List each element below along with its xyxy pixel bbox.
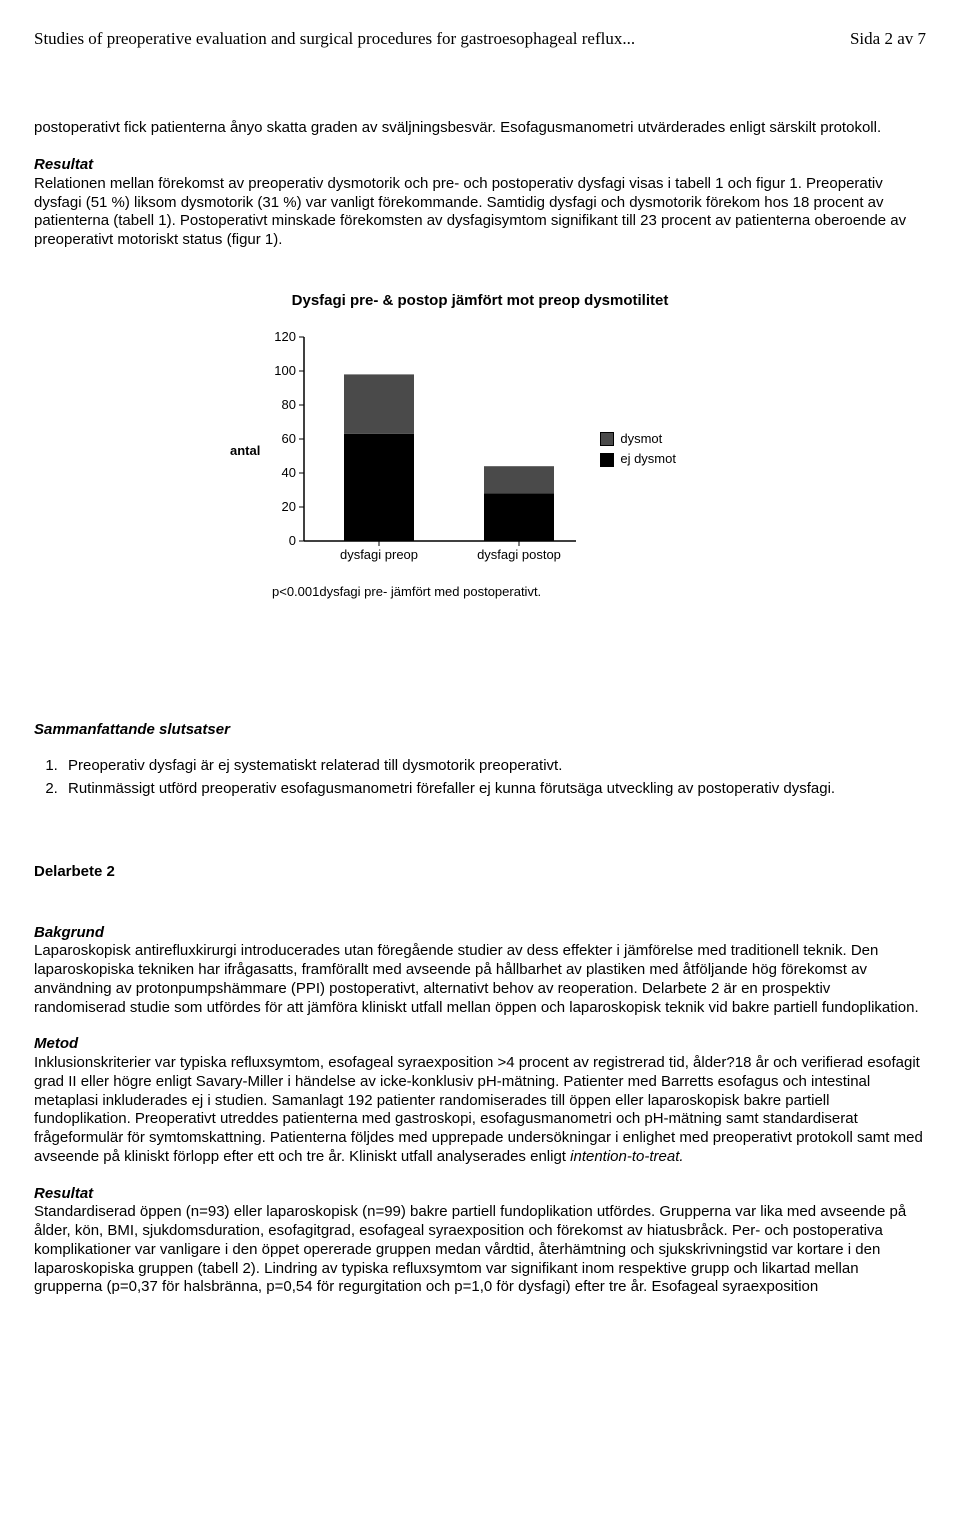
page-header: Studies of preoperative evaluation and s…: [34, 28, 926, 49]
bakgrund-label: Bakgrund: [34, 924, 926, 943]
legend-item: ej dysmot: [600, 451, 676, 467]
svg-text:dysfagi preop: dysfagi preop: [340, 547, 418, 562]
slutsatser-item: Rutinmässigt utförd preoperativ esofagus…: [62, 780, 926, 799]
header-page-number: Sida 2 av 7: [850, 28, 926, 49]
legend-swatch: [600, 453, 614, 467]
legend-item: dysmot: [600, 431, 676, 447]
svg-text:dysfagi postop: dysfagi postop: [477, 547, 561, 562]
header-title: Studies of preoperative evaluation and s…: [34, 28, 635, 49]
chart-legend: dysmot ej dysmot: [600, 431, 676, 472]
bakgrund-text: Laparoskopisk antirefluxkirurgi introduc…: [34, 942, 926, 1017]
resultat-text-2: Standardiserad öppen (n=93) eller laparo…: [34, 1203, 926, 1297]
svg-text:80: 80: [282, 397, 296, 412]
svg-text:40: 40: [282, 465, 296, 480]
chart-ylabel: antal: [230, 443, 260, 459]
svg-text:60: 60: [282, 431, 296, 446]
resultat-label-2: Resultat: [34, 1185, 926, 1204]
resultat-label-1: Resultat: [34, 156, 926, 175]
metod-text-a: Inklusionskriterier var typiska refluxsy…: [34, 1054, 923, 1165]
legend-swatch: [600, 432, 614, 446]
chart-title: Dysfagi pre- & postop jämfört mot preop …: [230, 292, 730, 311]
slutsatser-heading: Sammanfattande slutsatser: [34, 721, 926, 740]
metod-label: Metod: [34, 1035, 926, 1054]
slutsatser-list: Preoperativ dysfagi är ej systematiskt r…: [34, 757, 926, 799]
delarbete2-heading: Delarbete 2: [34, 863, 926, 882]
chart-canvas: 0 20 40 60 80 100 120 dysfagi preop dysfagi post…: [266, 329, 586, 569]
legend-label: ej dysmot: [620, 451, 676, 467]
legend-label: dysmot: [620, 431, 662, 447]
slutsatser-item: Preoperativ dysfagi är ej systematiskt r…: [62, 757, 926, 776]
metod-text: Inklusionskriterier var typiska refluxsy…: [34, 1054, 926, 1167]
metod-text-b: intention-to-treat.: [570, 1148, 683, 1165]
chart-caption: p<0.001dysfagi pre- jämfört med postoper…: [272, 584, 730, 600]
svg-text:120: 120: [275, 329, 297, 344]
intro-paragraph: postoperativt fick patienterna ånyo skat…: [34, 119, 926, 138]
svg-text:20: 20: [282, 499, 296, 514]
dysfagi-chart: Dysfagi pre- & postop jämfört mot preop …: [230, 292, 730, 601]
svg-text:0: 0: [289, 533, 296, 548]
resultat-text-1: Relationen mellan förekomst av preoperat…: [34, 175, 926, 250]
svg-text:100: 100: [275, 363, 297, 378]
